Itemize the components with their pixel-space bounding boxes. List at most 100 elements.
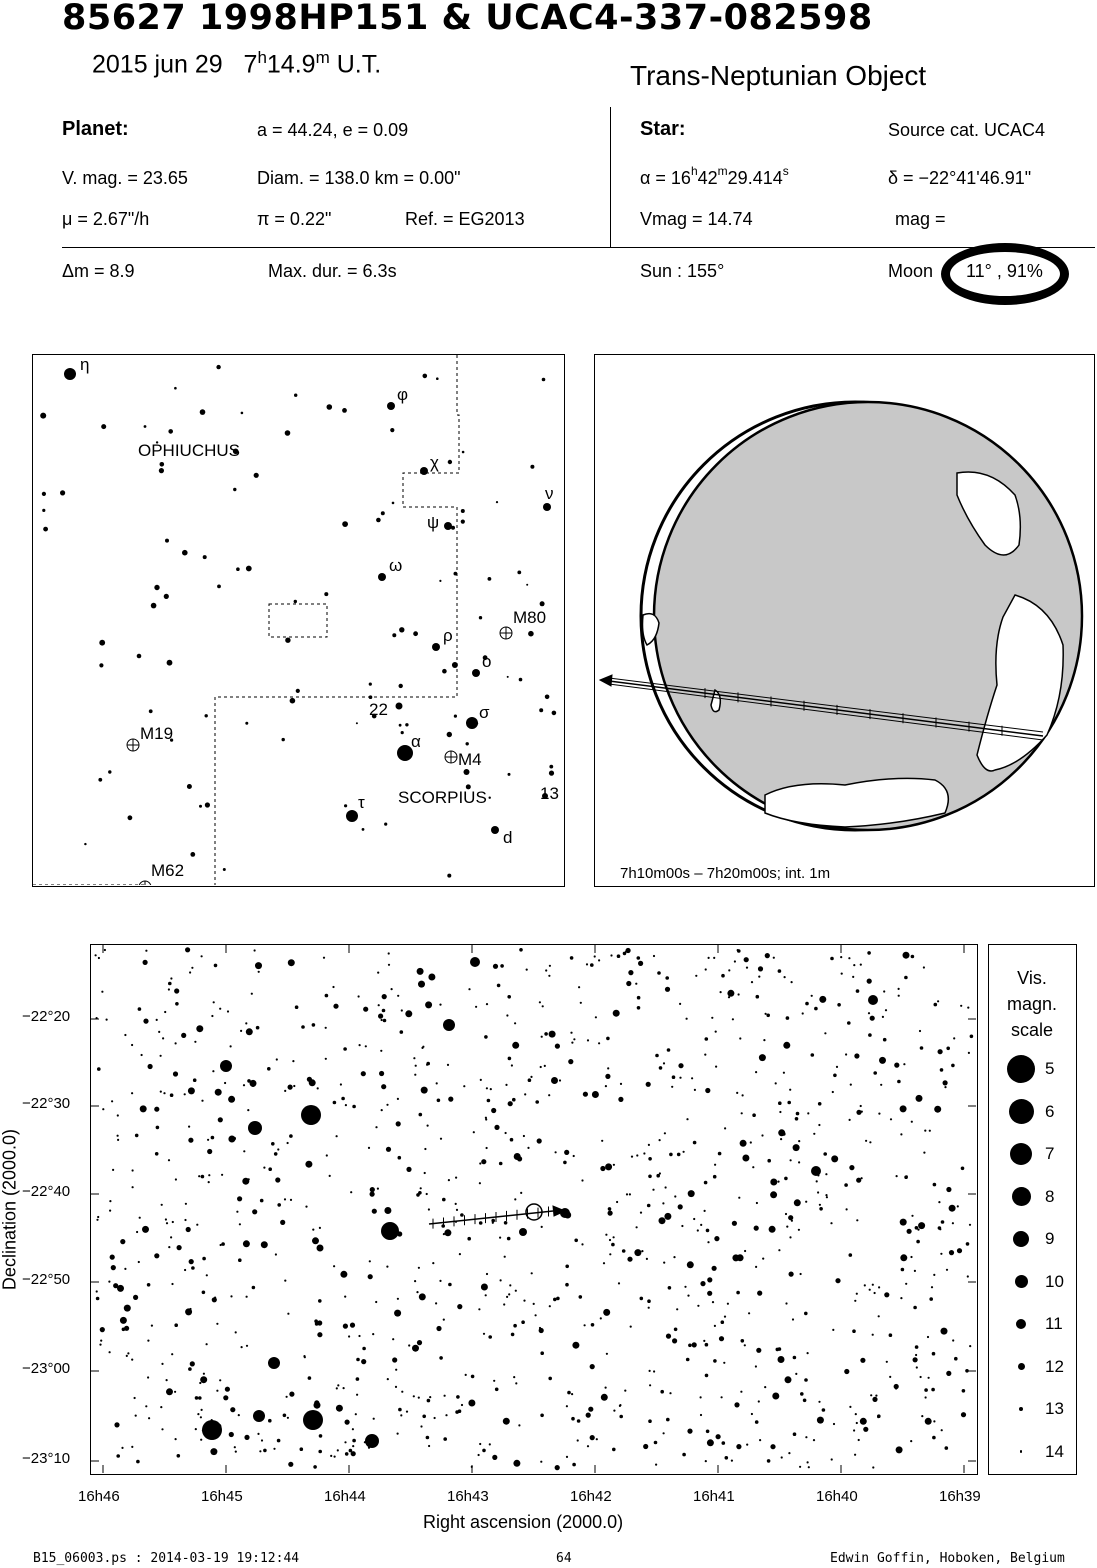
finder-star (159, 462, 165, 467)
detail-star (798, 1161, 801, 1164)
detail-star (704, 1037, 709, 1041)
detail-star (889, 1375, 892, 1378)
detail-star (252, 1209, 258, 1215)
detail-chart-svg (91, 945, 976, 1473)
detail-star (507, 1056, 512, 1061)
detail-star (703, 1339, 706, 1342)
detail-star (507, 995, 512, 999)
detail-star (108, 1351, 111, 1354)
detail-star (433, 1416, 436, 1420)
finder-star (368, 682, 372, 686)
detail-star (854, 1413, 857, 1416)
detail-star (163, 1092, 166, 1095)
detail-star (914, 1345, 919, 1349)
detail-star (647, 1299, 651, 1303)
legend-magnitude-dot (1017, 1363, 1025, 1370)
detail-star (961, 1389, 966, 1393)
detail-star (933, 1420, 936, 1423)
detail-star (805, 1001, 809, 1006)
detail-star (852, 975, 855, 978)
detail-star (506, 1295, 509, 1298)
detail-star (201, 1290, 206, 1295)
detail-star (956, 1248, 963, 1254)
detail-star (753, 1225, 759, 1231)
detail-star (503, 1303, 506, 1306)
detail-star (762, 1257, 765, 1260)
detail-star (257, 1432, 260, 1435)
detail-star (284, 1279, 287, 1282)
detail-star (191, 1266, 195, 1270)
finder-star (439, 579, 442, 582)
detail-star (570, 1031, 573, 1034)
detail-star (276, 1438, 281, 1443)
detail-star (685, 1017, 688, 1020)
finder-star (506, 675, 509, 678)
detail-star (777, 969, 782, 973)
globe-time-caption: 7h10m00s – 7h20m00s; int. 1m (620, 865, 831, 882)
detail-star (799, 1465, 802, 1468)
detail-star (159, 1054, 162, 1057)
detail-star (819, 1207, 823, 1211)
detail-star (818, 1123, 821, 1127)
detail-star (904, 975, 908, 980)
detail-star (598, 1042, 601, 1045)
detail-star (364, 1045, 367, 1048)
detail-star (854, 1299, 857, 1302)
star-label-nu: ν (545, 484, 554, 503)
detail-bright-star (470, 957, 480, 967)
detail-star (759, 1439, 762, 1442)
detail-star (201, 1099, 204, 1102)
detail-star (893, 1383, 899, 1390)
detail-star (142, 1225, 149, 1233)
detail-star (565, 1264, 569, 1269)
detail-star (133, 1396, 136, 1400)
detail-star (662, 1432, 665, 1435)
detail-star (946, 1370, 952, 1376)
detail-star (114, 1422, 120, 1428)
detail-star (196, 1025, 204, 1033)
finder-star (182, 549, 188, 556)
detail-star (639, 1211, 643, 1214)
finder-bright-star (64, 368, 76, 380)
detail-star (200, 1408, 203, 1411)
detail-star (583, 1324, 586, 1327)
detail-star (214, 1088, 222, 1096)
detail-star (707, 1241, 710, 1244)
detail-star (131, 1445, 134, 1448)
detail-star (772, 956, 775, 959)
detail-star (426, 1063, 429, 1066)
detail-star (641, 1250, 644, 1253)
finder-star (294, 393, 298, 397)
detail-star (285, 1395, 288, 1398)
detail-star (856, 1177, 862, 1183)
legend-title-line-1: Vis. (1017, 968, 1047, 988)
detail-star (625, 950, 628, 953)
max-duration: Max. dur. = 6.3s (268, 261, 397, 281)
detail-star (95, 1290, 98, 1293)
detail-star (742, 1154, 750, 1162)
detail-star (687, 1294, 690, 1297)
detail-star (238, 1258, 242, 1262)
detail-star (946, 1046, 950, 1051)
detail-star (502, 1417, 510, 1425)
detail-star (143, 1018, 149, 1024)
detail-star (758, 1054, 766, 1062)
detail-star (378, 1013, 384, 1019)
detail-star (96, 1218, 99, 1221)
detail-star (590, 1323, 595, 1327)
detail-star (638, 960, 644, 966)
detail-star (333, 1003, 339, 1009)
detail-star (655, 1053, 659, 1058)
detail-star (520, 1191, 523, 1194)
detail-star (167, 1159, 171, 1162)
detail-star (647, 1143, 651, 1146)
detail-star (199, 1416, 202, 1419)
star-label-d: d (503, 828, 513, 847)
track-line (428, 1210, 554, 1225)
detail-star (165, 1379, 168, 1382)
detail-star (400, 1414, 403, 1417)
legend-magnitude-label: 14 (1045, 1441, 1064, 1461)
detail-star (902, 951, 910, 959)
detail-star (674, 1195, 677, 1198)
detail-star (379, 1070, 385, 1077)
